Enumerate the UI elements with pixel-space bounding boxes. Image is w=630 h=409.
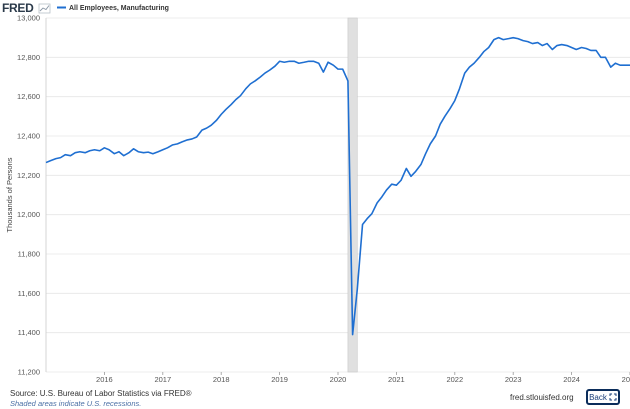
source-text: Source: U.S. Bureau of Labor Statistics … <box>10 389 192 398</box>
legend-label: All Employees, Manufacturing <box>69 5 169 12</box>
y-tick-label: 12,400 <box>17 132 40 141</box>
x-tick-label: 2025 <box>622 375 630 384</box>
back-button-label: Back <box>589 392 607 402</box>
x-tick-label: 2023 <box>505 375 522 384</box>
back-button[interactable]: Back <box>586 389 620 405</box>
logo-chart-icon <box>38 3 51 14</box>
legend: All Employees, Manufacturing <box>57 5 169 12</box>
expand-icon <box>609 393 617 401</box>
x-tick-label: 2024 <box>563 375 580 384</box>
x-tick-label: 2016 <box>96 375 113 384</box>
x-axis-ticks: 2016 2017 2018 2019 2020 2021 2022 2023 2024 2025 <box>96 372 630 384</box>
x-tick-label: 2018 <box>213 375 230 384</box>
fred-url[interactable]: fred.stlouisfed.org <box>510 393 574 402</box>
fred-logo[interactable]: FRED <box>2 1 51 15</box>
x-tick-label: 2021 <box>388 375 405 384</box>
y-axis-ticks: 11,200 11,400 11,600 11,800 12,000 12,200 12,4… <box>17 14 40 377</box>
recession-band <box>347 17 358 373</box>
plot-area <box>46 18 630 372</box>
y-axis-title: Thousands of Persons <box>5 157 14 232</box>
y-tick-label: 12,200 <box>17 171 40 180</box>
y-tick-label: 12,800 <box>17 53 40 62</box>
y-tick-label: 12,000 <box>17 210 40 219</box>
fred-logo-text: FRED <box>2 1 34 15</box>
recession-shading <box>347 17 358 373</box>
series-line-manufacturing <box>45 36 630 336</box>
x-tick-label: 2019 <box>271 375 288 384</box>
y-tick-label: 11,600 <box>18 289 40 298</box>
x-tick-label: 2017 <box>154 375 171 384</box>
x-tick-label: 2020 <box>330 375 347 384</box>
series-layer <box>45 36 630 336</box>
x-tick-label: 2022 <box>446 375 463 384</box>
y-tick-label: 11,800 <box>18 250 40 259</box>
y-tick-label: 11,200 <box>18 368 40 377</box>
y-tick-label: 12,600 <box>17 92 40 101</box>
y-tick-label: 13,000 <box>17 14 40 23</box>
recession-note: Shaded areas indicate U.S. recessions. <box>10 399 142 408</box>
y-tick-label: 11,400 <box>18 328 40 337</box>
